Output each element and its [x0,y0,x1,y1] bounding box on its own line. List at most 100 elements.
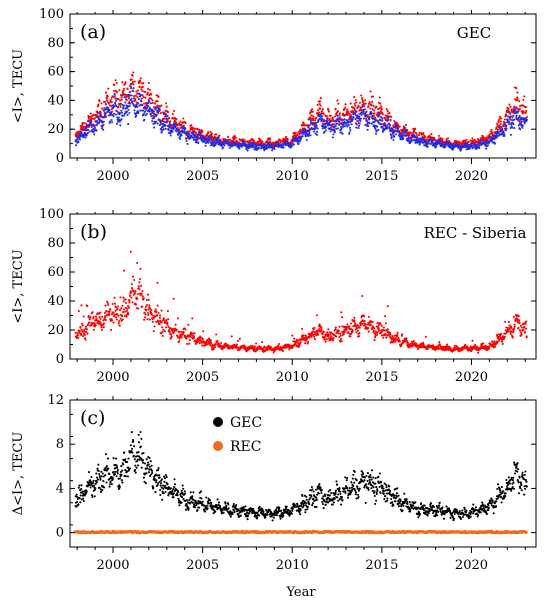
data-point [299,128,302,131]
data-point [367,330,370,333]
y-tick-label: 0 [56,151,64,166]
data-point [161,326,164,329]
data-point [137,111,140,114]
data-point [518,107,521,111]
data-point [112,115,115,118]
data-point [507,109,510,112]
data-point [171,113,174,116]
data-point [100,102,103,105]
data-point [377,330,380,333]
data-point [145,112,148,116]
data-point [150,313,153,316]
data-point [334,125,337,128]
data-point [142,476,145,479]
data-point [517,315,520,318]
data-point [201,130,204,133]
data-point [373,327,376,330]
data-point [143,102,146,105]
data-point [116,305,119,308]
data-point [123,269,126,272]
data-point [340,311,343,314]
data-point [125,93,128,96]
data-point [386,305,389,308]
data-point [155,310,158,313]
data-point [236,339,240,343]
data-point [153,477,156,480]
data-point [353,102,356,105]
data-point [160,321,163,324]
data-point [503,134,506,137]
data-point [353,107,356,110]
data-point [378,96,381,99]
data-point [339,332,342,335]
data-point [122,300,125,303]
data-point [348,113,351,116]
data-point [104,103,107,106]
data-point [133,445,136,448]
data-point [100,475,103,478]
data-point [321,118,324,121]
data-point [131,80,134,84]
data-point [178,122,181,125]
data-point [393,135,396,138]
data-point [188,342,191,345]
data-point [503,335,506,338]
data-point [150,309,153,312]
data-point [134,292,137,295]
data-point [517,119,520,122]
data-point [137,451,140,454]
y-tick-label: 100 [39,207,64,222]
data-point [467,140,470,144]
data-point [520,333,523,336]
data-point [489,130,492,133]
data-point [127,97,131,100]
data-point [385,336,388,339]
data-point [517,109,520,112]
data-point [175,121,178,124]
data-point [307,118,310,121]
data-point [485,147,488,150]
data-point [193,138,197,141]
data-point [356,329,359,333]
data-point [145,108,148,111]
data-point [510,326,513,329]
data-point [135,101,138,104]
data-point [159,484,162,487]
data-point [127,123,130,126]
data-point [162,328,165,331]
data-point [415,132,418,135]
data-point [471,145,474,148]
data-point [207,130,210,134]
data-point [362,110,365,113]
data-point [361,294,364,298]
data-point [168,121,171,124]
data-point [384,315,387,318]
data-point [410,140,413,143]
data-point [149,102,153,105]
data-point [382,326,385,329]
data-point [124,81,127,84]
data-point [471,339,474,342]
data-point [349,129,352,132]
data-point [496,135,499,138]
data-point [154,308,157,311]
data-point [292,143,295,146]
data-point [356,323,359,326]
data-point [168,123,171,126]
data-point [245,143,248,146]
data-point [97,111,100,115]
data-point [166,117,169,120]
data-point [402,132,405,135]
y-axis-title: <I>, TECU [11,249,26,323]
data-point [507,111,510,114]
data-point [349,102,352,105]
data-point [188,133,191,136]
data-point [372,105,375,108]
data-point [360,94,363,97]
data-point [516,98,519,101]
data-point [358,331,361,335]
data-point [365,119,368,122]
data-point [153,115,156,119]
data-point [168,125,171,128]
